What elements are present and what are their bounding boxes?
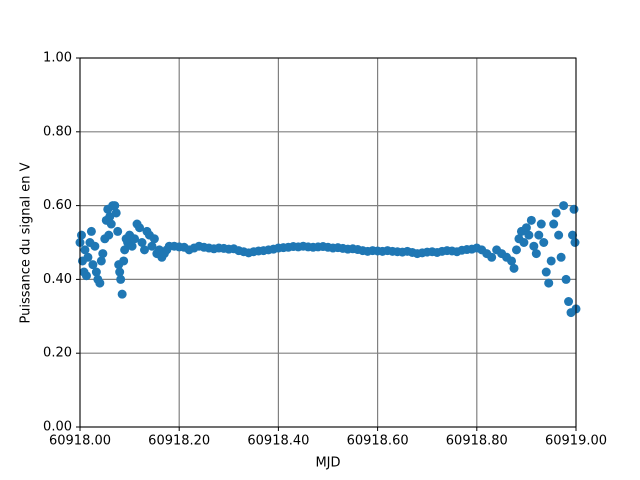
x-tick-label: 60918.40 (247, 434, 309, 449)
point (139, 245, 149, 255)
point (111, 208, 121, 218)
point (110, 201, 120, 211)
point (96, 256, 106, 266)
y-tick-label: 0.20 (43, 346, 72, 361)
y-axis-label: Puissance du signal en V (19, 162, 34, 323)
point (91, 267, 101, 277)
point (509, 263, 519, 273)
point (511, 245, 521, 255)
point (116, 274, 126, 284)
x-tick-label: 60919.00 (545, 434, 607, 449)
point (81, 271, 91, 281)
point (90, 241, 100, 251)
point (149, 234, 159, 244)
point (487, 252, 497, 262)
point (531, 249, 541, 259)
point (507, 256, 517, 266)
point (95, 278, 105, 288)
point (88, 260, 98, 270)
point (115, 267, 125, 277)
point (98, 249, 108, 259)
plot-frame (79, 57, 577, 428)
x-tick-label: 60918.60 (347, 434, 409, 449)
point (76, 230, 86, 240)
point (556, 252, 566, 262)
point (135, 223, 145, 233)
point (119, 256, 129, 266)
x-tick-label: 60918.00 (49, 434, 111, 449)
x-tick-label: 60918.20 (148, 434, 210, 449)
point (80, 245, 90, 255)
point (554, 230, 564, 240)
point (524, 230, 534, 240)
y-tick-label: 0.80 (43, 124, 72, 139)
y-tick-label: 0.00 (43, 420, 72, 435)
point (564, 297, 574, 307)
y-tick-label: 1.00 (43, 51, 72, 66)
point (569, 204, 579, 214)
point (541, 267, 551, 277)
point (130, 234, 140, 244)
point (147, 241, 157, 251)
point (127, 241, 137, 251)
point (549, 219, 559, 229)
point (521, 223, 531, 233)
point (117, 289, 127, 299)
point (526, 215, 536, 225)
point (559, 201, 569, 211)
point (561, 274, 571, 284)
x-axis-label: MJD (315, 456, 340, 471)
point (544, 278, 554, 288)
point (539, 238, 549, 247)
point (83, 252, 93, 262)
point (137, 238, 147, 247)
point (536, 219, 546, 229)
point (570, 238, 580, 247)
y-tick-label: 0.60 (43, 198, 72, 213)
y-tick-label: 0.40 (43, 272, 72, 287)
point (546, 256, 556, 266)
point (104, 230, 114, 240)
x-tick-label: 60918.80 (446, 434, 508, 449)
point (534, 230, 544, 240)
point (120, 245, 130, 255)
point (568, 230, 578, 240)
point (529, 241, 539, 251)
point (519, 238, 529, 247)
point (551, 208, 561, 218)
point (106, 219, 116, 229)
point (113, 226, 123, 236)
point (86, 226, 96, 236)
